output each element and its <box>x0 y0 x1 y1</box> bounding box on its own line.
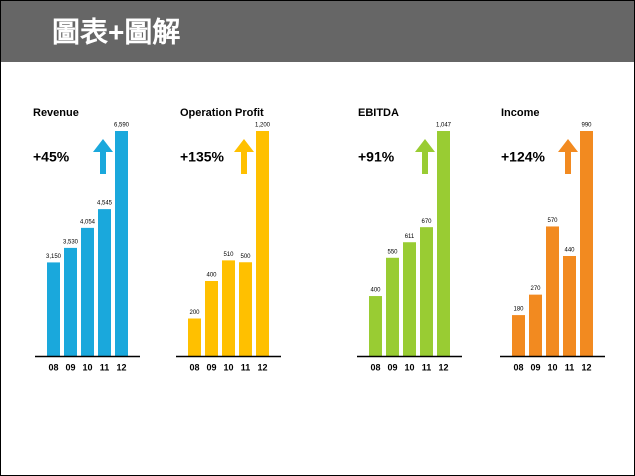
x-tick-label: 10 <box>223 362 233 372</box>
data-label: 1,047 <box>436 123 452 129</box>
data-label: 4,545 <box>97 201 113 207</box>
x-tick-label: 09 <box>387 362 397 372</box>
x-tick-label: 12 <box>116 362 126 372</box>
growth-arrow <box>415 139 435 174</box>
data-label: 670 <box>421 219 432 225</box>
bar <box>205 281 218 356</box>
chart-title: Income <box>501 107 540 119</box>
growth-arrow <box>234 139 254 174</box>
x-tick-label: 10 <box>547 362 557 372</box>
chart-title: Operation Profit <box>180 107 264 119</box>
data-label: 570 <box>547 218 558 224</box>
bar <box>546 226 559 356</box>
bar <box>256 131 269 356</box>
x-tick-label: 12 <box>257 362 267 372</box>
x-tick-label: 11 <box>100 362 110 372</box>
bar <box>115 131 128 356</box>
bar <box>222 260 235 356</box>
data-label: 4,054 <box>80 219 96 225</box>
x-tick-label: 08 <box>370 362 380 372</box>
chart-title: EBITDA <box>358 107 399 119</box>
x-tick-label: 12 <box>581 362 591 372</box>
x-tick-label: 10 <box>404 362 414 372</box>
data-label: 270 <box>530 286 541 292</box>
data-label: 440 <box>564 248 575 254</box>
data-label: 400 <box>206 273 217 279</box>
x-tick-label: 11 <box>565 362 575 372</box>
x-tick-label: 08 <box>513 362 523 372</box>
growth-annotation: +91% <box>358 149 395 165</box>
data-label: 400 <box>370 288 381 294</box>
bar <box>580 131 593 356</box>
x-tick-label: 11 <box>241 362 251 372</box>
bar <box>188 318 201 356</box>
bar <box>369 296 382 356</box>
x-tick-label: 08 <box>189 362 199 372</box>
bar <box>239 262 252 356</box>
bar <box>81 227 94 356</box>
bar <box>64 247 77 356</box>
bar <box>47 262 60 356</box>
growth-arrow <box>93 139 113 174</box>
bar <box>563 256 576 356</box>
chart-title: Revenue <box>33 107 79 119</box>
data-label: 3,150 <box>46 254 62 260</box>
x-tick-label: 09 <box>206 362 216 372</box>
x-tick-label: 08 <box>48 362 58 372</box>
bar <box>386 257 399 356</box>
growth-arrow <box>558 139 578 174</box>
bar <box>98 209 111 356</box>
growth-annotation: +135% <box>180 149 225 165</box>
x-tick-label: 12 <box>438 362 448 372</box>
bar <box>403 242 416 356</box>
growth-annotation: +45% <box>33 149 70 165</box>
x-tick-label: 09 <box>65 362 75 372</box>
data-label: 990 <box>581 123 592 129</box>
data-label: 6,590 <box>114 123 130 129</box>
header-bar <box>1 1 634 62</box>
data-label: 611 <box>405 234 415 240</box>
bar <box>437 131 450 356</box>
data-label: 1,200 <box>255 123 271 129</box>
growth-annotation: +124% <box>501 149 546 165</box>
x-tick-label: 11 <box>422 362 432 372</box>
data-label: 180 <box>513 307 524 313</box>
x-tick-label: 09 <box>530 362 540 372</box>
data-label: 550 <box>387 249 398 255</box>
data-label: 200 <box>189 310 200 316</box>
header-title: 圖表+圖解 <box>52 16 180 47</box>
x-tick-label: 10 <box>82 362 92 372</box>
data-label: 3,530 <box>63 239 79 245</box>
data-label: 510 <box>223 252 234 258</box>
bar <box>512 315 525 356</box>
bar <box>529 294 542 356</box>
bar <box>420 227 433 356</box>
data-label: 500 <box>240 254 251 260</box>
